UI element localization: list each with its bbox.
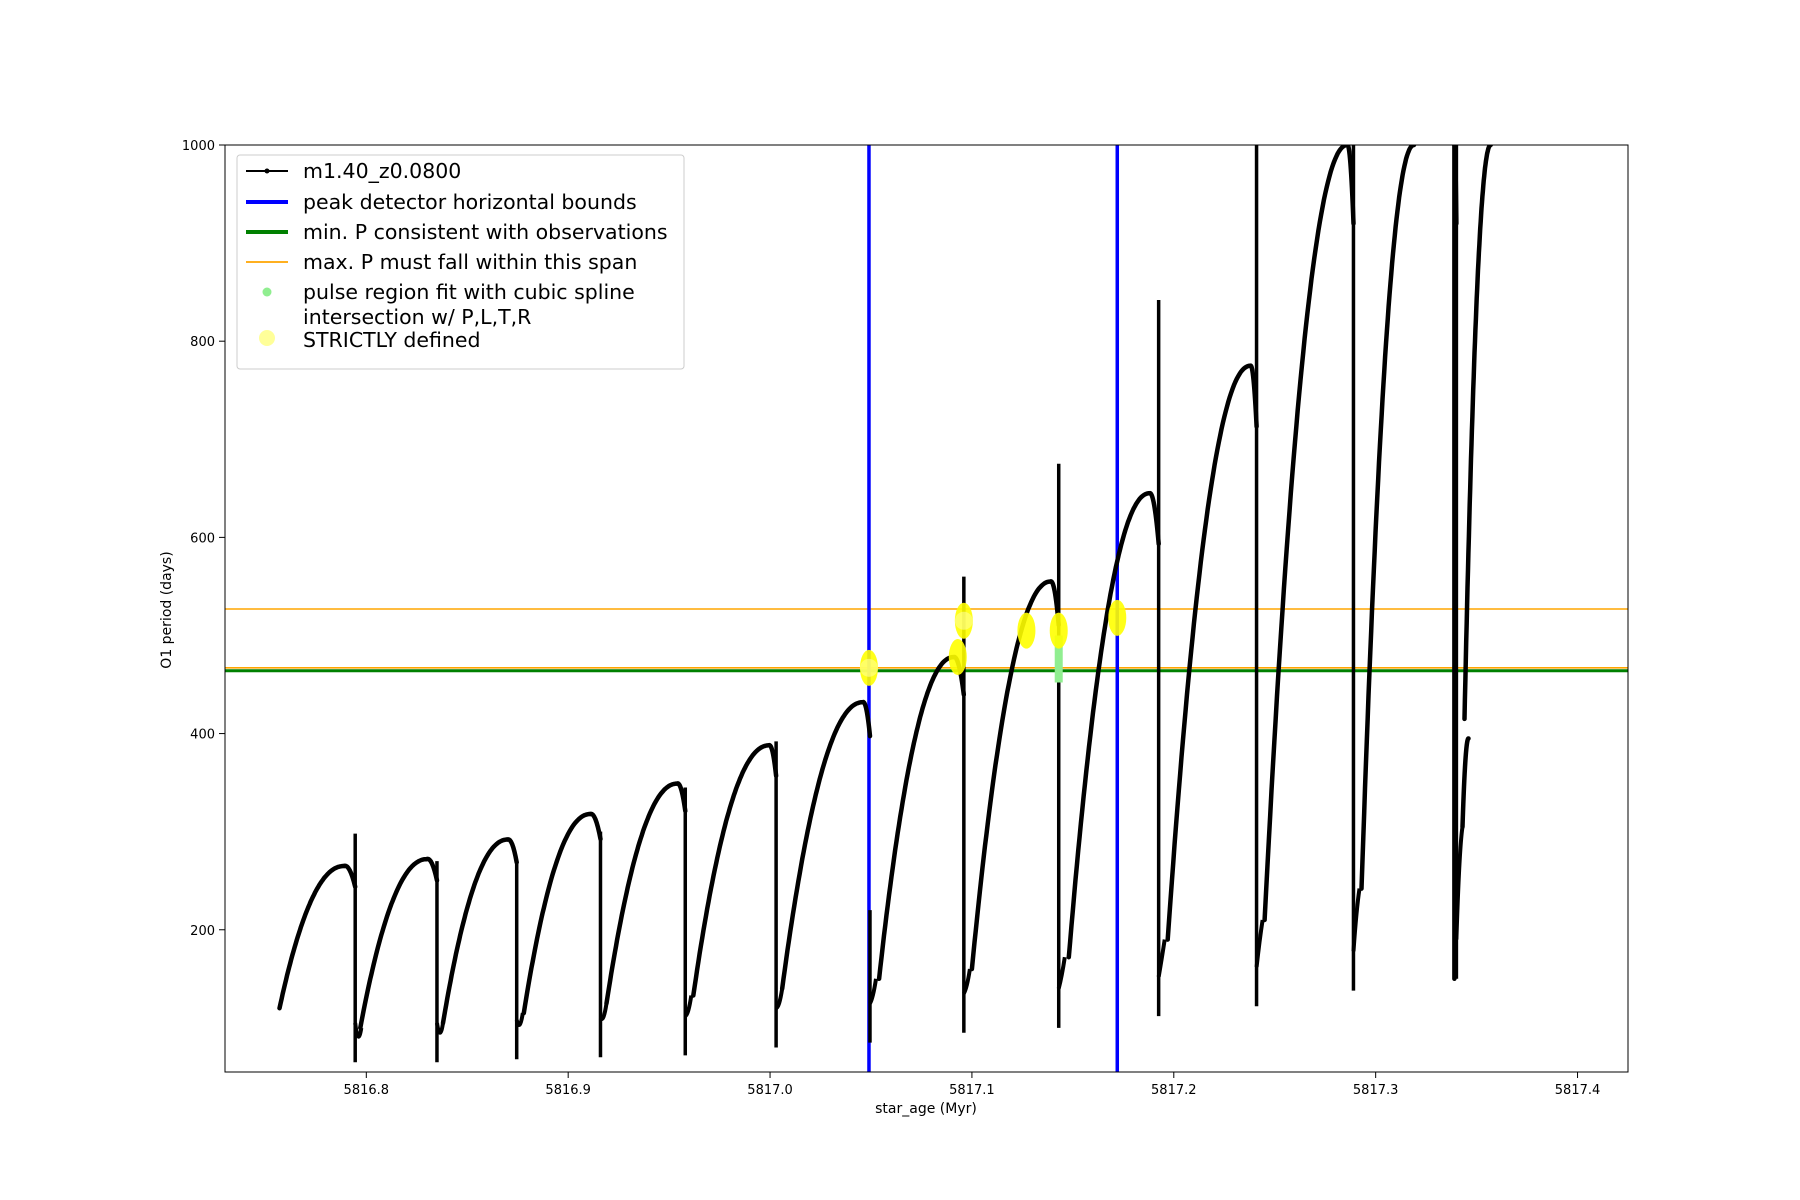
x-tick-label: 5817.3 xyxy=(1353,1083,1399,1098)
x-axis: 5816.8 5816.9 5817.0 5817.1 5817.2 5817.3 5817… xyxy=(344,1072,1601,1098)
series-rollover xyxy=(860,699,873,739)
series-recovery xyxy=(684,995,694,1018)
series-recovery xyxy=(1454,826,1465,940)
legend-label-minp: min. P consistent with observations xyxy=(303,220,668,244)
series-branch xyxy=(1165,363,1253,942)
series-rollover xyxy=(505,837,519,865)
x-tick-label: 5817.4 xyxy=(1555,1083,1601,1098)
legend-marker-series xyxy=(264,168,270,174)
series-recovery xyxy=(598,1002,609,1021)
plot-frame xyxy=(224,144,1629,1073)
y-axis-label: O1 period (days) xyxy=(159,551,175,668)
x-tick-label: 5817.0 xyxy=(747,1083,793,1098)
intersection-point xyxy=(1108,599,1127,636)
series-recovery xyxy=(868,978,878,1005)
x-axis-label: star_age (Myr) xyxy=(875,1101,977,1117)
series-branch xyxy=(521,811,593,1016)
x-tick-label: 5817.1 xyxy=(949,1083,995,1098)
y-tick-label: 200 xyxy=(190,924,215,939)
series-branch xyxy=(779,699,866,991)
series-recovery xyxy=(514,1012,525,1028)
intersection-point xyxy=(1049,612,1068,649)
legend-label-maxp: max. P must fall within this span xyxy=(303,250,637,274)
legend-handle-spline xyxy=(262,287,272,297)
intersection-halo xyxy=(954,611,973,630)
x-tick-label: 5816.9 xyxy=(545,1083,591,1098)
series-branch xyxy=(1359,145,1417,891)
series-branch xyxy=(604,781,680,1006)
series-recovery xyxy=(435,1022,445,1035)
series-branch xyxy=(1066,490,1152,960)
series-branch xyxy=(1460,736,1471,830)
intersection-point xyxy=(948,639,967,676)
y-axis: 200 400 600 800 1000 xyxy=(182,139,225,939)
y-tick-label: 600 xyxy=(190,531,215,546)
intersection-halo xyxy=(859,658,878,677)
series-branch xyxy=(358,856,430,1031)
series-branch xyxy=(876,654,957,982)
series-recovery xyxy=(962,968,972,995)
y-tick-label: 400 xyxy=(190,728,215,743)
legend-label-bounds: peak detector horizontal bounds xyxy=(303,190,637,214)
series-branch xyxy=(277,863,347,1011)
intersection-point xyxy=(1017,612,1036,649)
y-tick-label: 800 xyxy=(190,335,215,350)
x-tick-label: 5816.8 xyxy=(344,1083,390,1098)
series-recovery xyxy=(1156,939,1167,978)
series-recovery xyxy=(1056,956,1067,990)
legend-handle-intersect xyxy=(259,330,275,346)
series-recovery xyxy=(775,988,785,1011)
series-branch xyxy=(1262,145,1350,923)
series-branch xyxy=(691,743,772,998)
legend-label-series: m1.40_z0.0800 xyxy=(303,159,461,184)
legend-label-intersect: intersection w/ P,L,T,R STRICTLY defined xyxy=(303,305,531,352)
series-branch xyxy=(969,579,1053,972)
x-tick-label: 5817.2 xyxy=(1151,1083,1197,1098)
series-recovery xyxy=(1351,888,1362,952)
series-branch xyxy=(440,837,510,1026)
legend-frame xyxy=(236,154,685,370)
y-tick-label: 1000 xyxy=(182,139,215,154)
series-branch xyxy=(1462,145,1493,722)
legend-label-spline: pulse region fit with cubic spline xyxy=(303,280,635,304)
highlight-layer xyxy=(859,599,1127,686)
series-recovery xyxy=(1254,919,1265,968)
series-recovery xyxy=(353,1022,364,1039)
